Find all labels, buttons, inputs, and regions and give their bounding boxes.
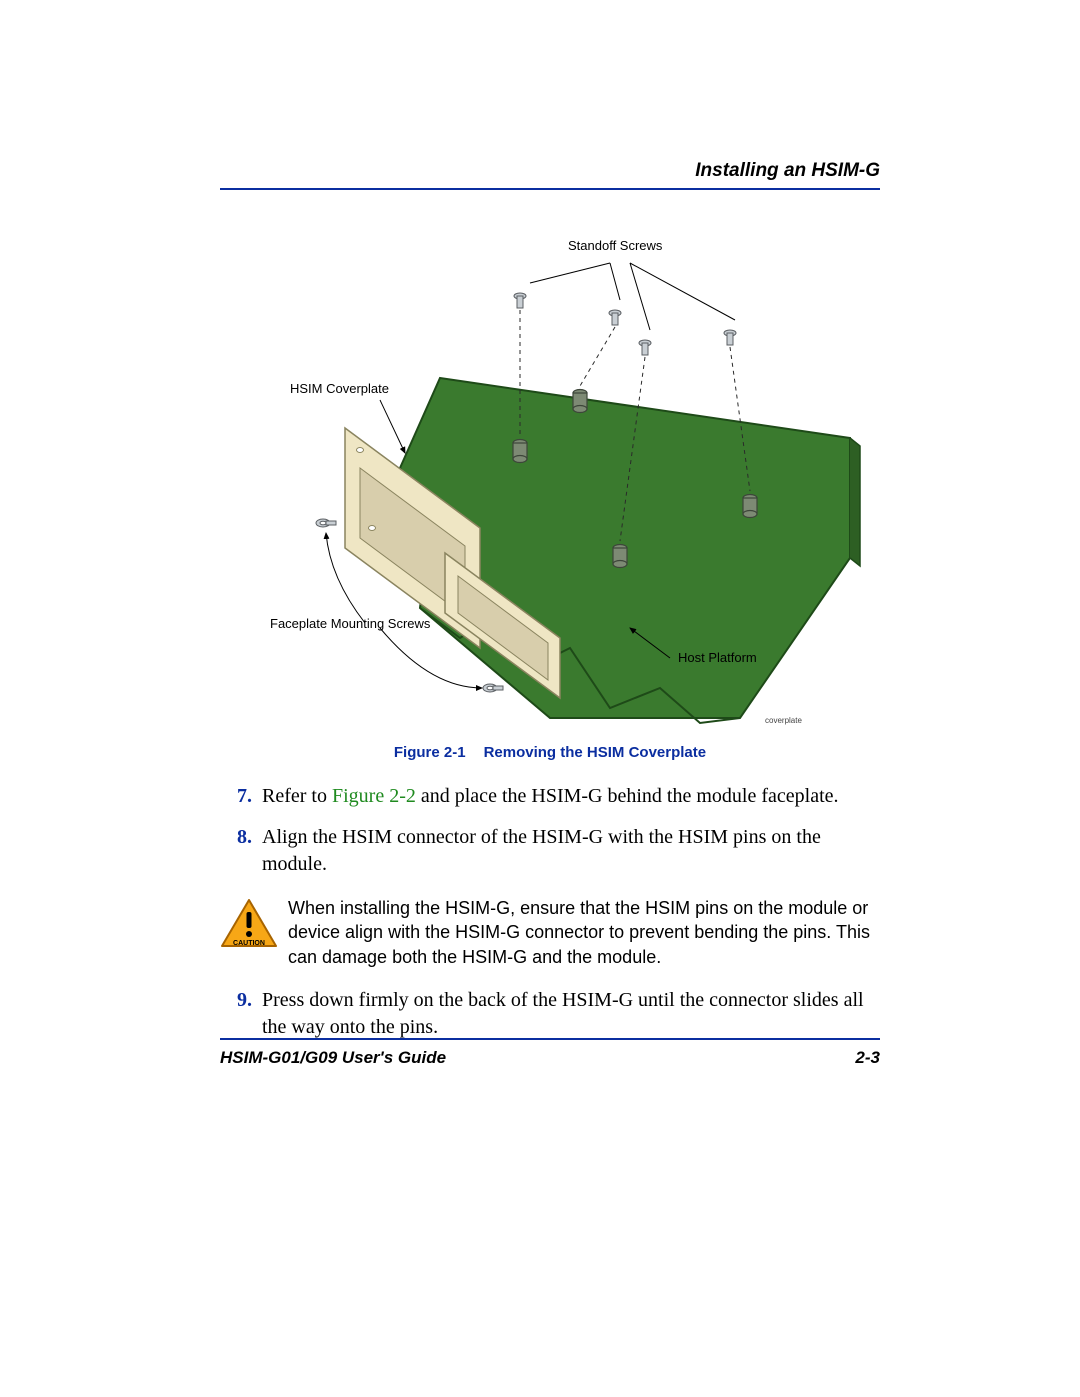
figure-watermark: coverplate [765, 716, 802, 725]
step-number: 8. [220, 824, 252, 878]
caution-icon: CAUTION [220, 898, 278, 958]
svg-text:CAUTION: CAUTION [233, 940, 265, 947]
step-number: 9. [220, 987, 252, 1041]
label-host-platform: Host Platform [678, 650, 757, 665]
footer-guide-title: HSIM-G01/G09 User's Guide [220, 1048, 446, 1068]
figure-svg [230, 218, 870, 738]
step-9: 9. Press down firmly on the back of the … [220, 987, 880, 1041]
step-7: 7. Refer to Figure 2-2 and place the HSI… [220, 783, 880, 810]
page-header: Installing an HSIM-G [220, 160, 880, 190]
step-7-post: and place the HSIM-G behind the module f… [416, 785, 839, 807]
step-7-pre: Refer to [262, 785, 332, 807]
page-footer: HSIM-G01/G09 User's Guide 2-3 [220, 1038, 880, 1068]
step-text: Refer to Figure 2-2 and place the HSIM-G… [262, 783, 880, 810]
coverplate-label-arrow [380, 400, 405, 453]
figure-caption: Figure 2-1 Removing the HSIM Coverplate [220, 744, 880, 761]
steps-list: 7. Refer to Figure 2-2 and place the HSI… [220, 783, 880, 1041]
step-text: Align the HSIM connector of the HSIM-G w… [262, 824, 880, 878]
step-number: 7. [220, 783, 252, 810]
label-hsim-coverplate: HSIM Coverplate [290, 381, 389, 396]
caution-text: When installing the HSIM-G, ensure that … [288, 896, 880, 969]
step-text: Press down firmly on the back of the HSI… [262, 987, 880, 1041]
footer-page-number: 2-3 [855, 1048, 880, 1068]
standoff-callout-lines [530, 263, 735, 330]
caution-block: CAUTION When installing the HSIM-G, ensu… [220, 896, 880, 969]
figure-caption-prefix: Figure 2-1 [394, 744, 466, 761]
figure-2-2-link[interactable]: Figure 2-2 [332, 785, 416, 807]
figure-2-1: Standoff Screws HSIM Coverplate Faceplat… [230, 218, 870, 738]
step-8: 8. Align the HSIM connector of the HSIM-… [220, 824, 880, 878]
figure-caption-title: Removing the HSIM Coverplate [484, 744, 707, 761]
label-standoff-screws: Standoff Screws [568, 238, 662, 253]
label-faceplate-screws: Faceplate Mounting Screws [270, 616, 430, 631]
